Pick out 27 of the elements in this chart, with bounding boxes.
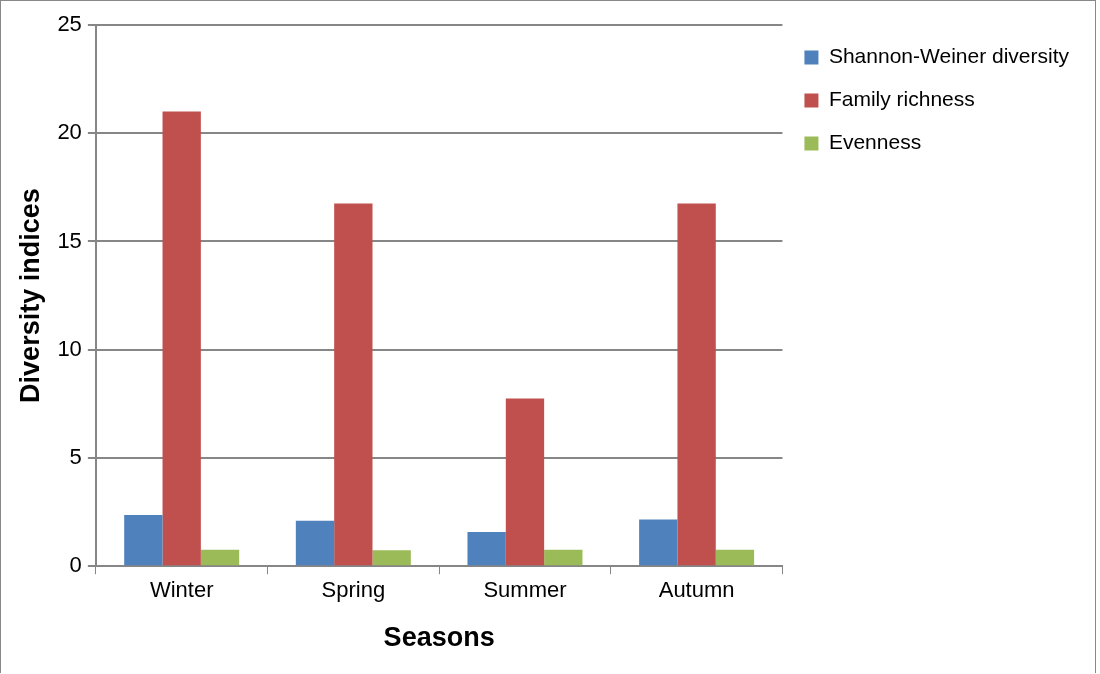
- x-tick-label: Spring: [321, 577, 386, 603]
- y-tick-label: 15: [57, 227, 82, 253]
- x-axis-title: Seasons: [383, 622, 495, 653]
- y-tick-label: 20: [57, 119, 82, 145]
- legend-label: Family richness: [828, 87, 975, 111]
- bar: [200, 549, 240, 566]
- legend-label: Shannon-Weiner diversity: [828, 44, 1070, 68]
- x-tick-label: Winter: [149, 577, 214, 603]
- y-tick-label: 10: [57, 335, 82, 361]
- x-tick-label: Autumn: [658, 577, 735, 603]
- bar: [372, 550, 411, 566]
- bar: [677, 203, 716, 566]
- y-tick-label: 5: [69, 444, 82, 470]
- bar: [544, 549, 583, 566]
- y-tick-label: 0: [69, 552, 82, 578]
- y-tick-label: 25: [57, 11, 82, 37]
- bar: [467, 532, 506, 566]
- bar: [715, 549, 755, 566]
- bar: [295, 520, 335, 566]
- y-axis-title: Diversity indices: [14, 188, 45, 403]
- bar: [505, 398, 545, 566]
- legend-label: Evenness: [828, 130, 922, 154]
- bar: [639, 519, 678, 566]
- bar: [162, 111, 201, 566]
- bar: [124, 514, 163, 566]
- bar: [334, 203, 373, 566]
- x-tick-label: Summer: [483, 577, 567, 603]
